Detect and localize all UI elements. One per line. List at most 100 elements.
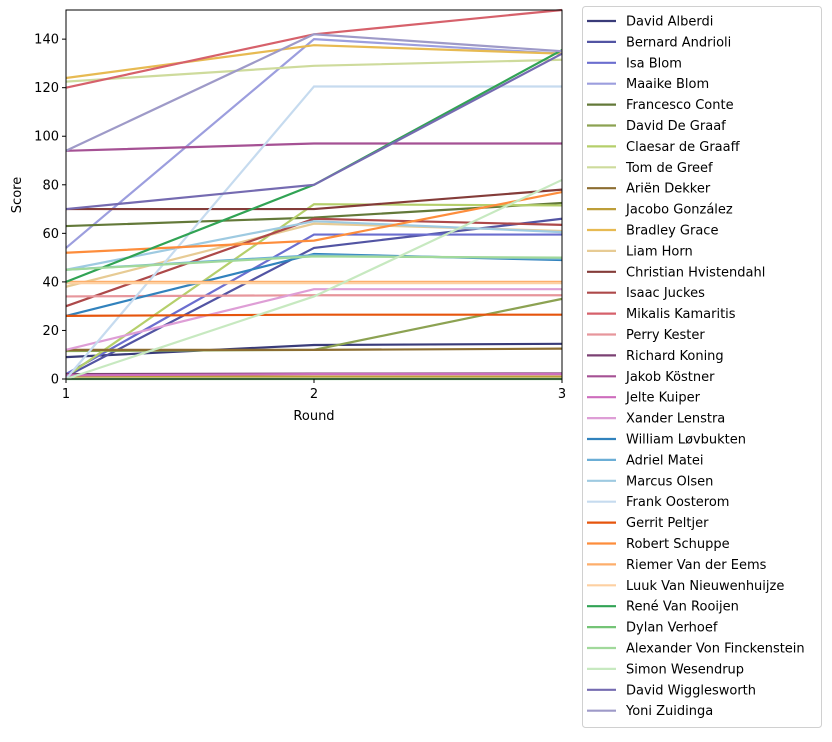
x-tick-label: 1 — [62, 387, 70, 402]
series-line — [66, 188, 563, 211]
series-line — [65, 342, 563, 359]
series-line — [65, 313, 562, 317]
legend-label: Ariën Dekker — [626, 182, 711, 197]
legend-label: Yoni Zuidinga — [625, 704, 713, 719]
legend-item: Riemer Van der Eems — [587, 558, 767, 573]
legend-label: Tom de Greef — [625, 161, 713, 176]
legend-item: Robert Schuppe — [587, 537, 730, 552]
legend-item: Francesco Conte — [587, 98, 734, 113]
legend-item: Jacobo González — [587, 203, 733, 218]
legend-label: Bradley Grace — [626, 224, 718, 239]
legend-label: Frank Oosterom — [626, 495, 729, 510]
legend-item: David Wigglesworth — [587, 683, 756, 698]
series-line — [65, 373, 562, 377]
x-axis-label: Round — [293, 409, 334, 424]
legend-item: Marcus Olsen — [587, 474, 713, 489]
legend-label: Isa Blom — [626, 56, 682, 71]
series-line — [65, 38, 563, 249]
series-line — [65, 58, 563, 83]
legend: David Alberdi Bernard Andrioli Isa Blom Maa… — [582, 6, 822, 728]
series-line — [65, 288, 562, 351]
legend-label: Claesar de Graaff — [626, 140, 741, 155]
series-line — [65, 233, 562, 376]
legend-label: David Wigglesworth — [626, 683, 756, 698]
legend-item: Dylan Verhoef — [587, 621, 718, 636]
legend-label: Jakob Köstner — [625, 370, 715, 385]
legend-label: Xander Lenstra — [626, 412, 725, 427]
legend-label: Liam Horn — [626, 244, 693, 259]
legend-item: Adriel Matei — [587, 453, 704, 468]
legend-item: Gerrit Peltjer — [587, 516, 709, 531]
series-line — [65, 142, 562, 152]
legend-item: Bradley Grace — [587, 224, 718, 239]
x-tick-label: 2 — [310, 387, 318, 402]
legend-label: Jacobo González — [625, 203, 733, 218]
series-line — [65, 217, 563, 308]
x-axis: 1 2 3 — [62, 379, 566, 402]
legend-label: Dylan Verhoef — [626, 621, 718, 636]
legend-label: Mikalis Kamaritis — [626, 307, 736, 322]
legend-item: Claesar de Graaff — [587, 140, 741, 155]
series-lines — [65, 8, 563, 381]
y-tick-label: 20 — [42, 324, 59, 339]
legend-label: Robert Schuppe — [626, 537, 730, 552]
legend-item: David De Graaf — [587, 119, 726, 134]
legend-item: Christian Hvistendahl — [587, 265, 765, 280]
legend-label: Maaike Blom — [626, 77, 709, 92]
legend-item: Isaac Juckes — [587, 286, 705, 301]
legend-label: Alexander Von Finckenstein — [626, 642, 805, 657]
series-line — [65, 33, 563, 152]
series-line — [65, 220, 563, 271]
legend-label: Marcus Olsen — [626, 474, 713, 489]
legend-label: René Van Rooijen — [626, 600, 739, 615]
legend-label: Simon Wesendrup — [626, 662, 744, 677]
legend-item: Maaike Blom — [587, 77, 709, 92]
legend-item: Luuk Van Nieuwenhuijze — [587, 579, 784, 594]
series-line — [65, 44, 563, 80]
legend-item: Jakob Köstner — [587, 370, 715, 385]
legend-label: Francesco Conte — [626, 98, 734, 113]
legend-label: David De Graaf — [626, 119, 726, 134]
y-tick-label: 100 — [34, 130, 59, 145]
legend-label: David Alberdi — [626, 15, 713, 30]
y-tick-label: 0 — [51, 373, 59, 388]
y-tick-label: 80 — [42, 178, 59, 193]
legend-label: Richard Koning — [626, 349, 724, 364]
y-tick-label: 120 — [34, 81, 59, 96]
legend-label: Isaac Juckes — [626, 286, 705, 301]
legend-item: Richard Koning — [587, 349, 724, 364]
legend-label: William Løvbukten — [626, 433, 746, 448]
legend-label: Adriel Matei — [626, 453, 704, 468]
series-line — [66, 347, 563, 351]
y-tick-label: 40 — [42, 275, 59, 290]
legend-item: Mikalis Kamaritis — [587, 307, 736, 322]
legend-label: Bernard Andrioli — [626, 35, 731, 50]
legend-label: Christian Hvistendahl — [626, 265, 765, 280]
legend-label: Riemer Van der Eems — [626, 558, 767, 573]
y-axis-label: Score — [10, 177, 25, 213]
legend-item: Tom de Greef — [587, 161, 713, 176]
legend-item: Jelte Kuiper — [587, 391, 701, 406]
legend-item: William Løvbukten — [587, 433, 746, 448]
legend-label: Perry Kester — [626, 328, 705, 343]
legend-item: Isa Blom — [587, 56, 682, 71]
x-tick-label: 3 — [558, 387, 566, 402]
legend-item: Yoni Zuidinga — [587, 704, 713, 719]
legend-item: Frank Oosterom — [587, 495, 729, 510]
y-tick-label: 60 — [42, 227, 59, 242]
legend-label: Luuk Van Nieuwenhuijze — [626, 579, 784, 594]
y-axis: 0 20 40 60 80 100 120 140 — [34, 33, 66, 388]
legend-label: Gerrit Peltjer — [626, 516, 709, 531]
legend-item: René Van Rooijen — [587, 600, 739, 615]
series-line — [65, 52, 563, 211]
series-line — [65, 178, 563, 381]
legend-item: Liam Horn — [587, 244, 693, 259]
series-line — [65, 85, 562, 380]
legend-item: Ariën Dekker — [587, 182, 711, 197]
legend-item: Simon Wesendrup — [587, 662, 744, 677]
legend-box — [582, 6, 822, 728]
legend-item: Xander Lenstra — [587, 412, 725, 427]
series-line — [65, 203, 563, 378]
y-tick-label: 140 — [34, 33, 59, 48]
